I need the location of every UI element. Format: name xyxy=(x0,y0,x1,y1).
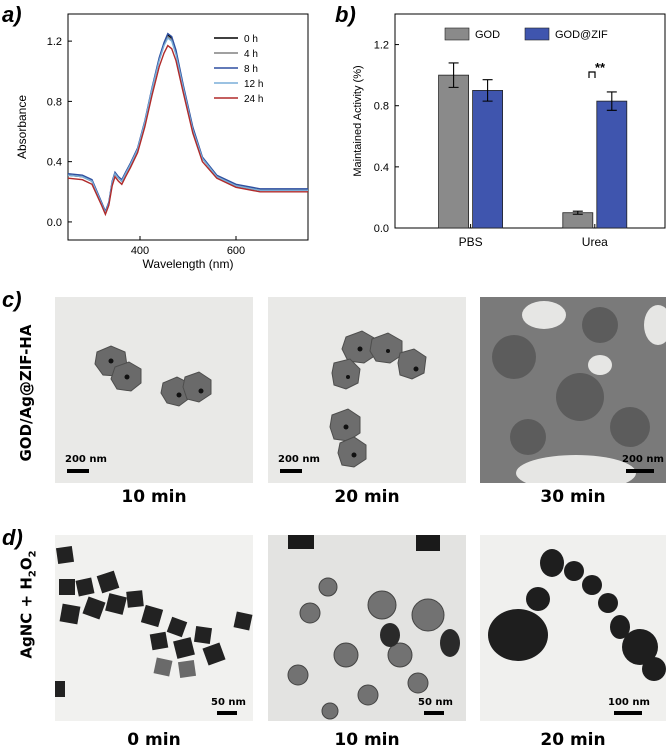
scale-bar-c3 xyxy=(626,469,654,473)
tem-image-c-30min: 200 nm xyxy=(480,297,666,483)
row-d-label-sub: 2 xyxy=(27,570,39,578)
tem-image-d-20min: 100 nm xyxy=(480,535,666,721)
error-bar-0-0 xyxy=(448,62,459,88)
tem-image-c-10min: 200 nm xyxy=(55,297,253,483)
row-d-label-main: AgNC + H xyxy=(17,577,36,659)
legend-label-1: 4 h xyxy=(244,49,258,60)
chart-a-ylabel: Absorbance xyxy=(15,95,29,159)
legend-label-4: 24 h xyxy=(244,94,263,105)
bar-1-0 xyxy=(562,212,594,229)
panel-letter-c: c) xyxy=(2,287,22,312)
row-c-label: GOD/Ag@ZIF-HA xyxy=(17,324,35,462)
scale-label-d1: 50 nm xyxy=(211,697,246,708)
x-tick-label-1: 600 xyxy=(227,245,245,257)
y-tick-label-b-1: 0.4 xyxy=(374,162,389,174)
y-tick-label-3: 1.2 xyxy=(47,36,62,48)
series-line-3 xyxy=(67,37,308,215)
tem-image-d-10min: 50 nm xyxy=(268,535,466,721)
chart-b-legend: GOD GOD@ZIF xyxy=(444,27,608,41)
legend-label-0: 0 h xyxy=(244,34,258,45)
tem-image-c-20min: 200 nm xyxy=(268,297,466,483)
chart-a-legend: 0 h 4 h 8 h 12 h 24 h xyxy=(214,34,263,105)
bar-0-0 xyxy=(438,74,469,229)
panel-letter-d: d) xyxy=(2,525,23,550)
error-bar-0-1 xyxy=(482,79,493,102)
scale-bar-c2 xyxy=(280,469,302,473)
y-tick-label-b-3: 1.2 xyxy=(374,40,389,52)
caption-c-10min: 10 min xyxy=(121,487,187,507)
chart-a-xlabel: Wavelength (nm) xyxy=(143,257,234,271)
row-d-label: AgNC + H2O2 xyxy=(18,545,39,665)
tem-image-d-0min: 50 nm xyxy=(55,535,253,721)
row-d-label-mid: O xyxy=(17,557,36,571)
category-label-0: PBS xyxy=(459,235,483,249)
significance-bracket xyxy=(588,71,596,78)
series-line-2 xyxy=(67,32,308,214)
category-label-1: Urea xyxy=(582,235,608,249)
scale-label-c1: 200 nm xyxy=(65,454,107,465)
caption-c-20min: 20 min xyxy=(334,487,400,507)
significance-annotation: ** xyxy=(595,60,606,75)
activity-bar-chart: PBS Urea 0.0 0.4 0.8 1.2 GOD GOD@ZIF Maintaine… xyxy=(352,13,666,249)
panel-letter-b: b) xyxy=(335,2,356,27)
x-tick-label-0: 400 xyxy=(131,245,149,257)
panel-letter-a: a) xyxy=(2,2,22,27)
bar-1-1 xyxy=(596,100,628,229)
scale-bar-d3 xyxy=(614,711,642,715)
y-tick-label-0: 0.0 xyxy=(47,217,62,229)
chart-b-frame xyxy=(394,13,666,229)
legend-label-b-0: GOD xyxy=(475,29,500,41)
scale-bar-c1 xyxy=(67,469,89,473)
error-bar-1-0 xyxy=(572,210,583,215)
absorbance-chart: 400 600 0.0 0.4 0.8 1.2 0 h 4 h 8 h 12 h 24 h Wav… xyxy=(15,13,309,271)
series-line-1 xyxy=(67,35,308,215)
legend-label-3: 12 h xyxy=(244,79,263,90)
caption-d-0min: 0 min xyxy=(127,730,181,750)
chart-b-axes: PBS Urea 0.0 0.4 0.8 1.2 xyxy=(374,40,608,249)
row-d-label-sub2: 2 xyxy=(27,550,39,558)
scale-bar-d1 xyxy=(217,711,237,715)
y-tick-label-b-2: 0.8 xyxy=(374,101,389,113)
chart-a-axes: 400 600 0.0 0.4 0.8 1.2 xyxy=(47,36,245,257)
y-tick-label-b-0: 0.0 xyxy=(374,223,389,235)
legend-label-b-1: GOD@ZIF xyxy=(555,29,608,41)
caption-d-20min: 20 min xyxy=(540,730,606,750)
caption-d-10min: 10 min xyxy=(334,730,400,750)
legend-label-2: 8 h xyxy=(244,64,258,75)
caption-c-30min: 30 min xyxy=(540,487,606,507)
scale-label-c2: 200 nm xyxy=(278,454,320,465)
error-bar-1-1 xyxy=(606,91,617,111)
scale-label-c3: 200 nm xyxy=(622,454,664,465)
y-tick-label-1: 0.4 xyxy=(47,157,62,169)
chart-b-ylabel: Maintained Activity (%) xyxy=(352,65,364,176)
scale-label-d2: 50 nm xyxy=(418,697,453,708)
scale-label-d3: 100 nm xyxy=(608,697,650,708)
legend-swatch-b-0 xyxy=(444,27,470,41)
chart-a-series-group xyxy=(67,32,308,217)
legend-swatch-b-1 xyxy=(524,27,550,41)
bar-0-1 xyxy=(472,90,504,229)
chart-a-frame xyxy=(67,13,309,241)
series-line-0 xyxy=(67,33,308,215)
chart-b-bars-group xyxy=(438,62,628,229)
scale-bar-d2 xyxy=(424,711,444,715)
series-line-4 xyxy=(67,44,308,217)
y-tick-label-2: 0.8 xyxy=(47,96,62,108)
